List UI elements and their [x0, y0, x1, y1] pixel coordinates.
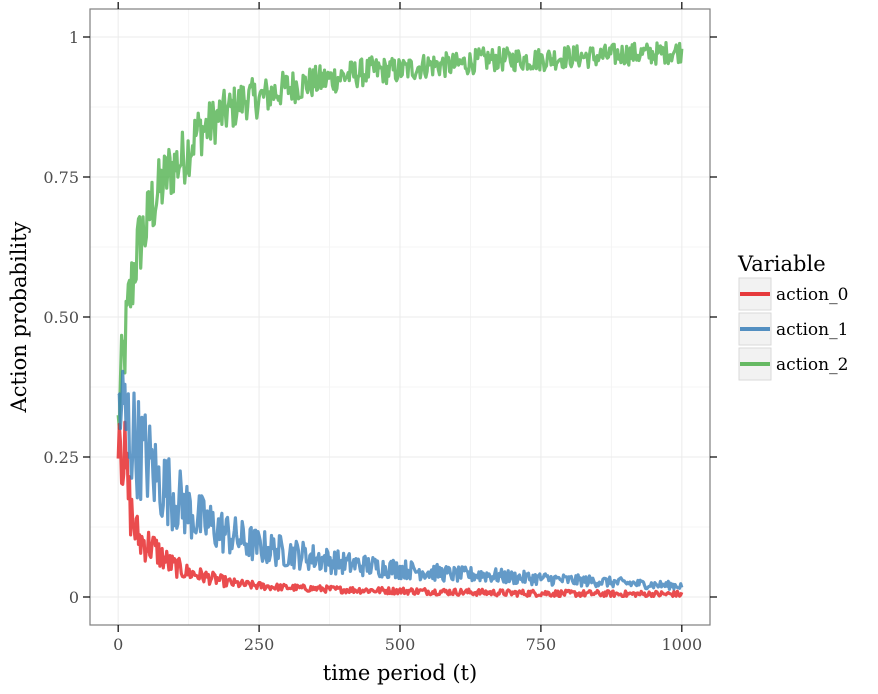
y-tick-label: 1 — [69, 28, 79, 47]
y-tick-label: 0.50 — [43, 308, 79, 327]
grid-major — [90, 9, 710, 625]
series-layer — [116, 41, 684, 598]
legend-label-action_0: action_0 — [776, 285, 848, 305]
y-axis-title: Action probability — [7, 221, 31, 413]
x-tick-label: 0 — [113, 635, 123, 654]
y-tick-label: 0 — [69, 588, 79, 607]
legend-label-action_2: action_2 — [776, 355, 848, 375]
x-tick-label: 250 — [244, 635, 275, 654]
legend-label-action_1: action_1 — [776, 320, 848, 340]
tick-labels: 0 250 500 750 1000 0 0.25 0.50 0.75 1 — [43, 28, 702, 654]
legend-items: action_0 action_1 action_2 — [738, 277, 848, 381]
legend: Variable action_0 action_1 action_2 — [737, 252, 848, 381]
series-line-action_2 — [116, 41, 684, 430]
legend-title: Variable — [737, 252, 826, 276]
series-line-action_1 — [117, 369, 684, 591]
y-tick-label: 0.75 — [43, 168, 79, 187]
x-tick-label: 750 — [526, 635, 557, 654]
y-tick-label: 0.25 — [43, 448, 79, 467]
x-tick-label: 500 — [385, 635, 416, 654]
series-line-action_0 — [116, 420, 684, 598]
x-tick-label: 1000 — [661, 635, 702, 654]
axis-ticks — [83, 2, 717, 632]
x-axis-title: time period (t) — [323, 661, 477, 685]
